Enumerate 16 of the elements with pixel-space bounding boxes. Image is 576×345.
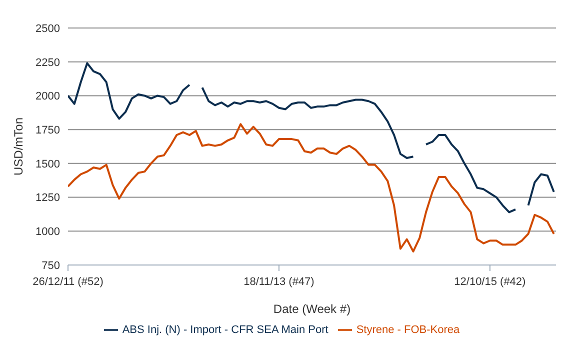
y-tick-label: 1000 xyxy=(36,226,60,238)
y-tick-label: 1500 xyxy=(36,158,60,170)
y-tick-label: 750 xyxy=(42,260,60,272)
y-tick-label: 2000 xyxy=(36,90,60,103)
x-tick-label: 18/11/13 (#47) xyxy=(244,276,314,288)
x-tick-label: 26/12/11 (#52) xyxy=(32,276,104,288)
y-tick-label: 1250 xyxy=(36,192,60,204)
y-tick-label: 2500 xyxy=(36,22,60,35)
y-tick-label: 2250 xyxy=(36,56,60,69)
legend-label: ABS Inj. (N) - Import - CFR SEA Main Port xyxy=(122,324,328,336)
x-tick-label: 12/10/15 (#42) xyxy=(454,276,526,288)
x-axis-title: Date (Week #) xyxy=(273,302,351,316)
legend-label: Styrene - FOB-Korea xyxy=(356,324,460,336)
y-axis-title: USD/mTon xyxy=(11,117,26,176)
line-series xyxy=(68,123,555,252)
y-tick-label: 1750 xyxy=(36,124,60,136)
